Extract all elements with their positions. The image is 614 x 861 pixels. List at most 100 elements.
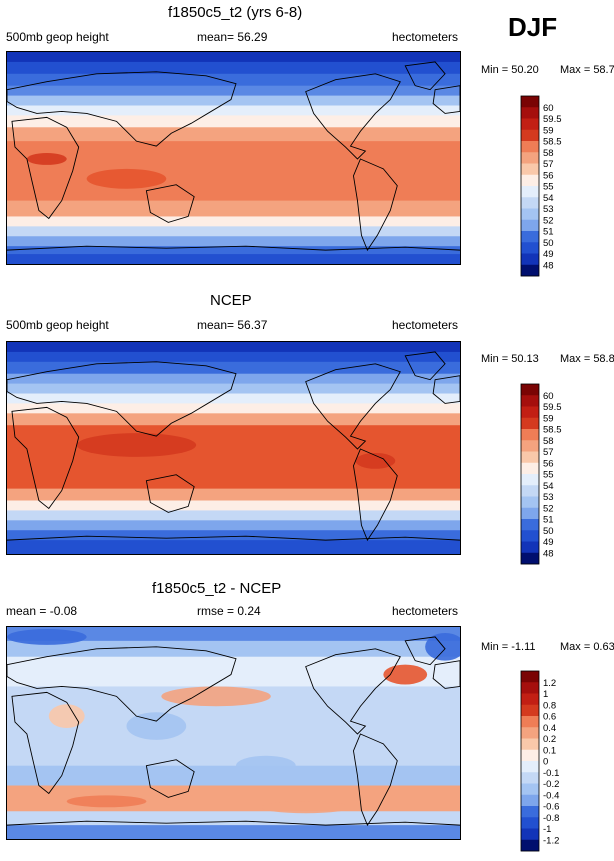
contour-band [7, 765, 460, 786]
colorbar-tick-label: 51 [543, 515, 554, 526]
colorbar-tick-label: -0.2 [543, 779, 559, 790]
colorbar-cell [521, 96, 539, 108]
colorbar-cell [521, 806, 539, 818]
coastline [11, 406, 80, 510]
colorbar-tick-label: 57 [543, 159, 554, 170]
colorbar-cell [521, 738, 539, 751]
contour-band [7, 361, 460, 375]
coastline [305, 363, 401, 450]
coastline [11, 116, 80, 220]
colorbar-tick-label: -0.8 [543, 813, 559, 824]
coastline [7, 71, 237, 147]
colorbar-cell [521, 682, 539, 694]
colorbar-cell [521, 727, 539, 739]
colorbar-tick-label: 53 [543, 492, 554, 503]
colorbar-cell [521, 395, 539, 407]
colorbar-cell [521, 264, 539, 277]
colorbar-tick-label: 48 [543, 548, 554, 559]
colorbar-tick-label: 0 [543, 757, 548, 768]
contour-anomaly [26, 153, 67, 165]
colorbar-cell [521, 530, 539, 542]
colorbar-cell [521, 107, 539, 119]
coastline [353, 733, 398, 827]
contour-band [7, 351, 460, 363]
colorbar-tick-label: 49 [543, 249, 554, 260]
season-label: DJF [508, 12, 558, 42]
colorbar-cell [521, 406, 539, 419]
coastline [145, 474, 195, 513]
colorbar-cell [521, 772, 539, 784]
coastline [7, 820, 460, 826]
colorbar-cell [521, 440, 539, 452]
contour-anomaly [425, 632, 460, 661]
coastline [404, 61, 446, 91]
colorbar-tick-label: 58 [543, 436, 554, 447]
colorbar-tick-label: 58.5 [543, 425, 562, 436]
colorbar-tick-label: 56 [543, 458, 554, 469]
colorbar-tick-label: 53 [543, 204, 554, 215]
contour-band [7, 520, 460, 531]
colorbar-cell [521, 671, 539, 683]
colorbar-cell [521, 839, 539, 852]
contour-band [7, 115, 460, 128]
colorbar-cell [521, 152, 539, 164]
colorbar-cell [521, 208, 539, 221]
contour-anomaly [383, 664, 428, 685]
colorbar-cell [521, 219, 539, 232]
colorbar-tick-label: 60 [543, 103, 554, 114]
coastline [404, 351, 446, 381]
colorbar-cell [521, 451, 539, 464]
contour-band [7, 216, 460, 227]
colorbar-tick-label: 0.4 [543, 723, 556, 734]
coastline [432, 375, 460, 404]
contour-band [7, 726, 460, 767]
panel-right-label: hectometers [392, 30, 459, 44]
colorbar-tick-label: -1 [543, 824, 551, 835]
colorbar-cell [521, 253, 539, 266]
colorbar-cell [521, 129, 539, 142]
contour-band [7, 627, 460, 642]
colorbar-cell [521, 716, 539, 728]
contour-band [7, 127, 460, 142]
colorbar-cell [521, 519, 539, 531]
contour-band [7, 413, 460, 426]
coastline [7, 646, 237, 722]
colorbar-frame [520, 383, 540, 565]
contour-anomaly [260, 801, 351, 814]
panel-left-label: mean = -0.08 [6, 604, 78, 618]
colorbar-tick-label: 1 [543, 689, 548, 700]
panel-max-label: Max = 58.83 [560, 353, 614, 365]
colorbar-tick-label: 0.2 [543, 734, 556, 745]
panel-center-label: mean= 56.37 [197, 318, 268, 332]
coastline [145, 184, 195, 223]
colorbar-cell [521, 783, 539, 796]
contour-band [7, 95, 460, 106]
panel-center-label: mean= 56.29 [197, 30, 268, 44]
coastline [353, 448, 398, 542]
contour-anomaly [126, 712, 187, 740]
coastline [432, 660, 460, 689]
contour-band [7, 246, 460, 255]
colorbar-tick-label: 0.1 [543, 745, 556, 756]
colorbar-cell [521, 507, 539, 520]
contour-band [7, 500, 460, 511]
contour-band [7, 640, 460, 658]
colorbar-cell [521, 429, 539, 441]
contour-band [7, 373, 460, 385]
coastline [7, 535, 460, 541]
colorbar-tick-label: 55 [543, 182, 554, 193]
contour-band [7, 342, 460, 353]
colorbar-cell [521, 552, 539, 565]
colorbar-cell [521, 384, 539, 396]
colorbar-tick-label: 58 [543, 148, 554, 159]
colorbar-cell [521, 174, 539, 187]
contour-band [7, 226, 460, 237]
colorbar-cell [521, 828, 539, 841]
colorbar-difference: 1.210.80.60.40.20.10-0.1-0.2-0.4-0.6-0.8… [520, 670, 559, 852]
colorbar-cell [521, 417, 539, 430]
contour-band [7, 200, 460, 217]
colorbar-tick-label: 54 [543, 193, 554, 204]
colorbar-tick-label: 59.5 [543, 114, 562, 125]
contour-band [7, 73, 460, 87]
